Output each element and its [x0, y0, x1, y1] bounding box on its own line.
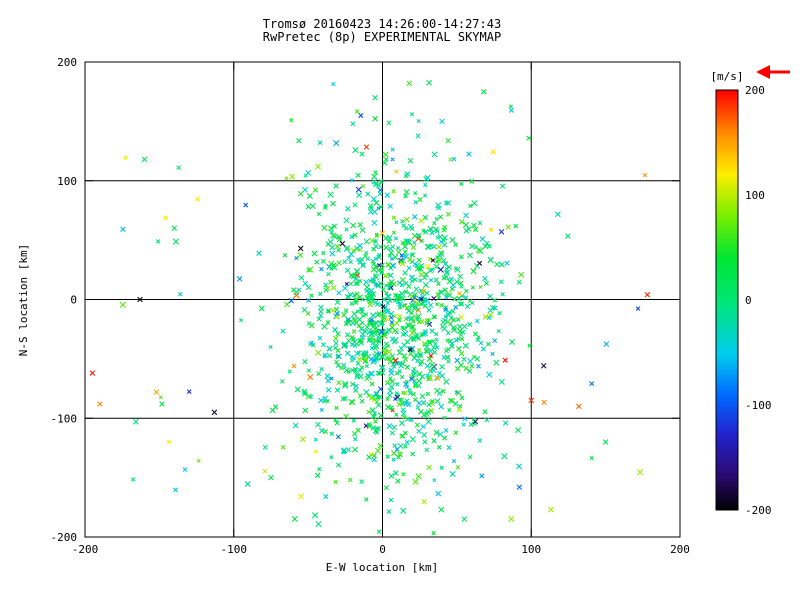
colorbar-label: [m/s]: [710, 70, 743, 83]
y-axis-label: N-S location [km]: [17, 244, 30, 357]
svg-text:-100: -100: [221, 543, 248, 556]
svg-text:0: 0: [70, 294, 77, 307]
red-arrow-icon: [756, 65, 790, 79]
colorbar-bar: [715, 89, 739, 511]
svg-text:200: 200: [745, 84, 765, 97]
x-axis-label: E-W location [km]: [326, 561, 439, 574]
axis-tick-labels: -200 -100 0 100 200 -200 -100 0 100 200: [51, 56, 690, 556]
plot-subtitle: RwPretec (8p) EXPERIMENTAL SKYMAP: [263, 30, 501, 44]
grid-lines: [85, 62, 680, 537]
svg-text:-100: -100: [51, 412, 78, 425]
svg-text:200: 200: [670, 543, 690, 556]
svg-text:0: 0: [745, 294, 752, 307]
svg-text:100: 100: [521, 543, 541, 556]
svg-text:-200: -200: [72, 543, 99, 556]
svg-text:200: 200: [57, 56, 77, 69]
colorbar-tick-labels: 200 100 0 -100 -200: [745, 84, 772, 517]
scatter-points: [89, 79, 651, 536]
svg-text:100: 100: [745, 189, 765, 202]
plot-title: Tromsø 20160423 14:26:00-14:27:43: [263, 17, 501, 31]
colorbar: 200 100 0 -100 -200 [m/s]: [710, 70, 771, 517]
svg-text:100: 100: [57, 175, 77, 188]
svg-text:-200: -200: [51, 531, 78, 544]
axis-ticks: [84, 61, 681, 538]
svg-text:-200: -200: [745, 504, 772, 517]
svg-text:-100: -100: [745, 399, 772, 412]
svg-text:0: 0: [379, 543, 386, 556]
